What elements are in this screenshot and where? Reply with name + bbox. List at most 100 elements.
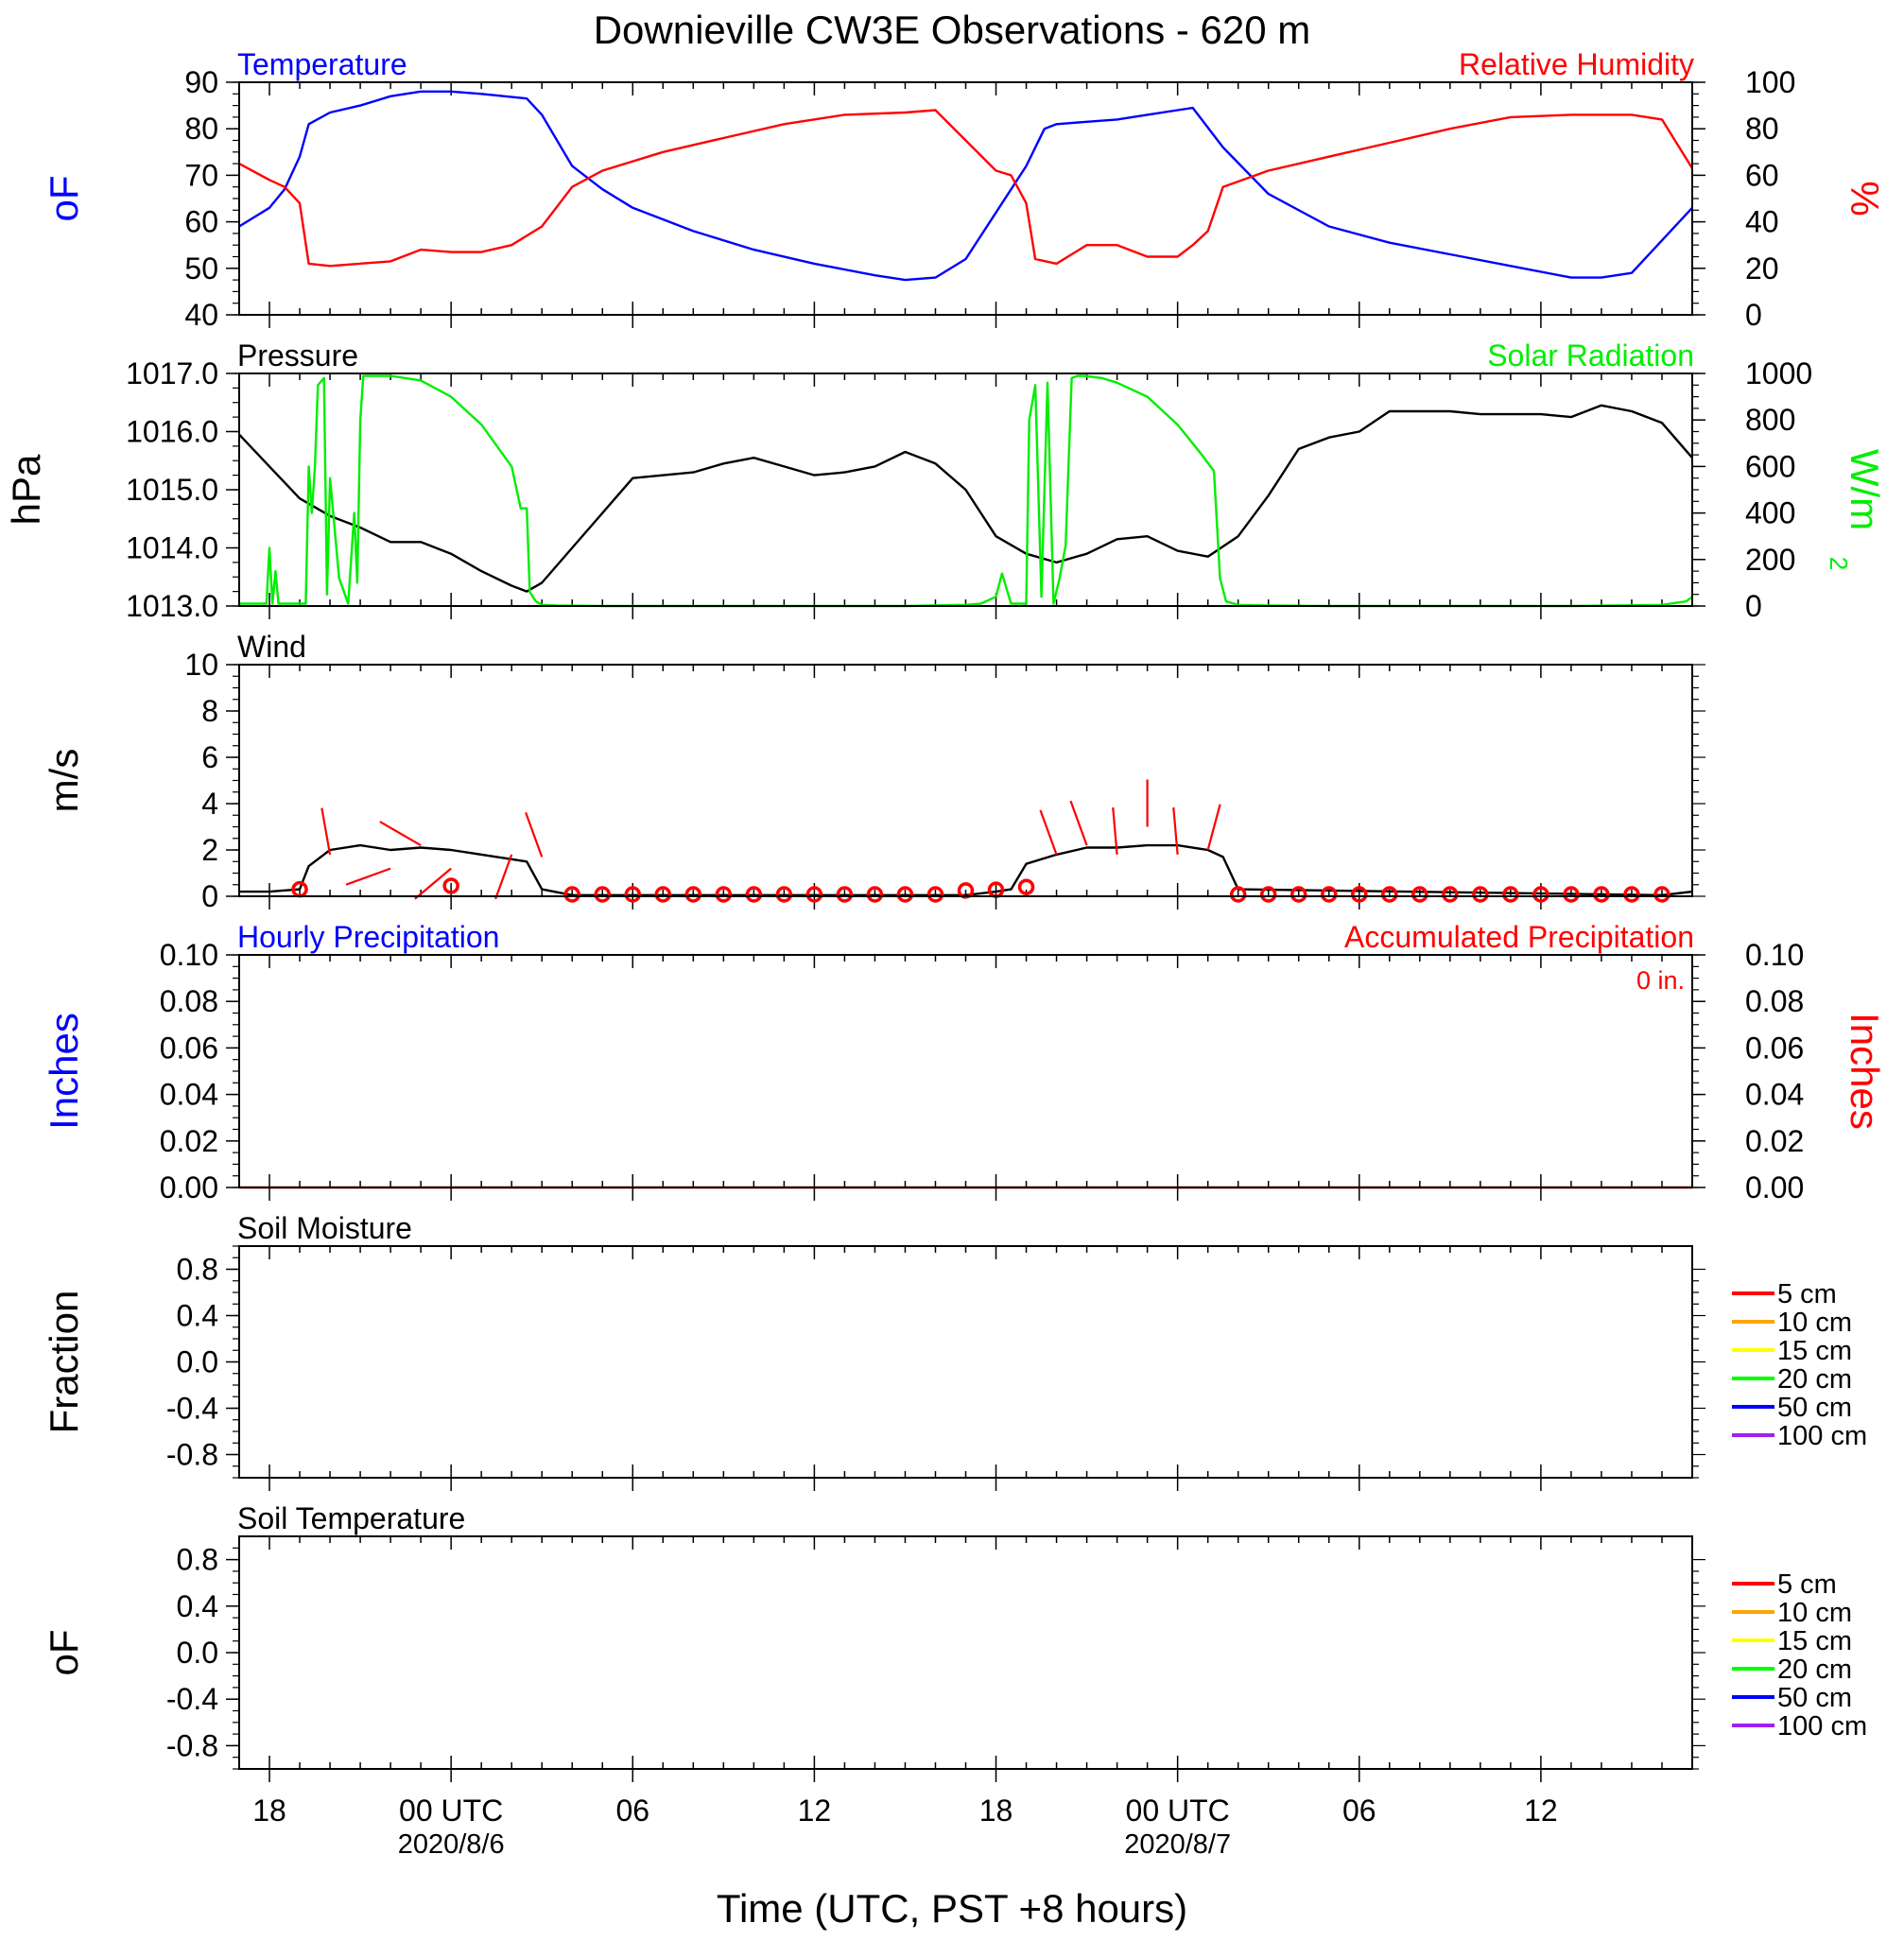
y-tick-label: 1017.0 bbox=[126, 356, 218, 390]
x-tick-label: 00 UTC bbox=[399, 1794, 503, 1828]
y-axis-label-left: oF bbox=[42, 1629, 86, 1675]
wind-barb bbox=[1172, 806, 1179, 855]
calm-wind-marker bbox=[442, 877, 459, 894]
calm-wind-marker bbox=[836, 886, 854, 903]
y-tick-label: 0.08 bbox=[160, 984, 218, 1018]
calm-wind-marker bbox=[684, 886, 702, 903]
legend-label: 5 cm bbox=[1777, 1279, 1837, 1309]
y-tick-label: 0.4 bbox=[177, 1299, 218, 1333]
wind-barb bbox=[1112, 806, 1118, 855]
y-tick-label: 8 bbox=[201, 694, 218, 728]
y-tick-label: 2 bbox=[201, 833, 218, 867]
legend-label: 10 cm bbox=[1777, 1308, 1852, 1338]
panel-frame bbox=[238, 1245, 1693, 1479]
y-tick-label-right: 600 bbox=[1745, 449, 1795, 483]
wind-barb bbox=[525, 811, 544, 858]
y-tick-label: -0.4 bbox=[166, 1682, 218, 1716]
calm-wind-marker bbox=[1411, 886, 1428, 903]
legend-label: 100 cm bbox=[1777, 1421, 1867, 1451]
calm-wind-marker bbox=[715, 886, 733, 903]
y-tick-label: 1016.0 bbox=[126, 415, 218, 449]
panel-title-left: Hourly Precipitation bbox=[237, 920, 499, 954]
y-tick-label: 80 bbox=[184, 112, 218, 146]
y-axis-label-right-superscript: 2 bbox=[1825, 557, 1853, 570]
y-axis-label-left: hPa bbox=[4, 454, 48, 525]
figure-title: Downieville CW3E Observations - 620 m bbox=[594, 8, 1311, 52]
y-tick-label: 0.8 bbox=[177, 1543, 218, 1577]
y-tick-label-right: 200 bbox=[1745, 543, 1795, 577]
y-tick-label: 10 bbox=[184, 648, 218, 682]
x-tick-label: 06 bbox=[615, 1794, 649, 1828]
panel-frame bbox=[238, 373, 1693, 607]
series-line-wind bbox=[239, 843, 1693, 896]
legend-label: 15 cm bbox=[1777, 1626, 1852, 1656]
legend-label: 15 cm bbox=[1777, 1336, 1852, 1366]
panel-frame bbox=[238, 664, 1693, 897]
y-tick-label-right: 20 bbox=[1745, 251, 1779, 286]
y-tick-label: 40 bbox=[184, 298, 218, 332]
panel-temperature-humidity: 90 80 70 60 50 40 100 80 60 40 20 0 Temperature Relat… bbox=[42, 47, 1887, 332]
y-tick-label: 50 bbox=[184, 251, 218, 286]
y-tick-label-right: 0.04 bbox=[1745, 1078, 1804, 1112]
panel-title-left: Wind bbox=[237, 630, 306, 664]
y-tick-label: 0.00 bbox=[160, 1170, 218, 1204]
y-tick-label: 6 bbox=[201, 740, 218, 774]
x-tick-label: 12 bbox=[798, 1794, 832, 1828]
y-tick-label-right: 80 bbox=[1745, 112, 1779, 146]
y-axis-label-right: % bbox=[1843, 181, 1887, 216]
panel-title-right: Relative Humidity bbox=[1459, 47, 1694, 81]
accumulated-total-label: 0 in. bbox=[1636, 966, 1685, 995]
y-axis-label-left: oF bbox=[42, 175, 86, 221]
series-line-temperature bbox=[238, 90, 1693, 282]
y-tick-label: -0.8 bbox=[166, 1438, 218, 1472]
y-tick-label-right: 0 bbox=[1745, 298, 1762, 332]
calm-wind-marker bbox=[563, 886, 580, 903]
y-tick-label: 1015.0 bbox=[126, 473, 218, 507]
panel-soil-moisture: 0.8 0.4 0.0 -0.4 -0.8 Soil Moisture Fraction 5 … bbox=[42, 1211, 1867, 1491]
legend-label: 100 cm bbox=[1777, 1711, 1867, 1742]
calm-wind-marker bbox=[1502, 886, 1519, 903]
x-tick-label: 18 bbox=[979, 1794, 1013, 1828]
calm-wind-marker bbox=[654, 886, 672, 903]
y-tick-label-right: 400 bbox=[1745, 496, 1795, 530]
calm-wind-marker bbox=[745, 886, 763, 903]
y-tick-label-right: 0.00 bbox=[1745, 1170, 1804, 1204]
y-tick-label: 0.04 bbox=[160, 1078, 218, 1112]
x-tick-date-label: 2020/8/7 bbox=[1124, 1829, 1231, 1860]
y-tick-label: 0.0 bbox=[177, 1345, 218, 1379]
calm-wind-marker bbox=[1321, 886, 1338, 903]
panel-pressure-solar: 1017.0 1016.0 1015.0 1014.0 1013.0 1000 800 600… bbox=[4, 338, 1887, 623]
wind-barb bbox=[320, 807, 332, 856]
y-tick-label: 0.4 bbox=[177, 1589, 218, 1623]
y-tick-label-right: 0 bbox=[1745, 589, 1762, 623]
calm-wind-marker bbox=[1381, 886, 1398, 903]
y-tick-label: 90 bbox=[184, 65, 218, 99]
legend-label: 50 cm bbox=[1777, 1683, 1852, 1713]
x-tick-label: 00 UTC bbox=[1126, 1794, 1230, 1828]
y-tick-label: 0.8 bbox=[177, 1253, 218, 1287]
y-tick-label: -0.8 bbox=[166, 1728, 218, 1762]
y-tick-label: 4 bbox=[201, 787, 218, 821]
x-tick-date-label: 2020/8/6 bbox=[398, 1829, 505, 1860]
panel-precipitation: 0.10 0.08 0.06 0.04 0.02 0.00 0.10 0.08 0.06 0.04… bbox=[42, 920, 1887, 1204]
y-tick-label-right: 0.02 bbox=[1745, 1124, 1804, 1158]
panel-title-left: Soil Temperature bbox=[237, 1501, 465, 1535]
panel-frame bbox=[238, 1535, 1693, 1770]
x-axis-label: Time (UTC, PST +8 hours) bbox=[717, 1886, 1187, 1931]
calm-wind-marker bbox=[624, 886, 642, 903]
wind-barb bbox=[345, 867, 391, 886]
wind-barb bbox=[1039, 809, 1058, 856]
calm-wind-marker bbox=[1563, 886, 1580, 903]
y-tick-label: 1014.0 bbox=[126, 531, 218, 565]
panel-title-right: Solar Radiation bbox=[1487, 338, 1694, 373]
y-tick-label: 0.06 bbox=[160, 1031, 218, 1065]
y-tick-label-right: 40 bbox=[1745, 205, 1779, 239]
calm-wind-marker bbox=[1259, 886, 1277, 903]
y-tick-label-right: 800 bbox=[1745, 403, 1795, 437]
legend-label: 20 cm bbox=[1777, 1655, 1852, 1685]
legend-label: 50 cm bbox=[1777, 1393, 1852, 1423]
panel-frame bbox=[238, 954, 1693, 1188]
